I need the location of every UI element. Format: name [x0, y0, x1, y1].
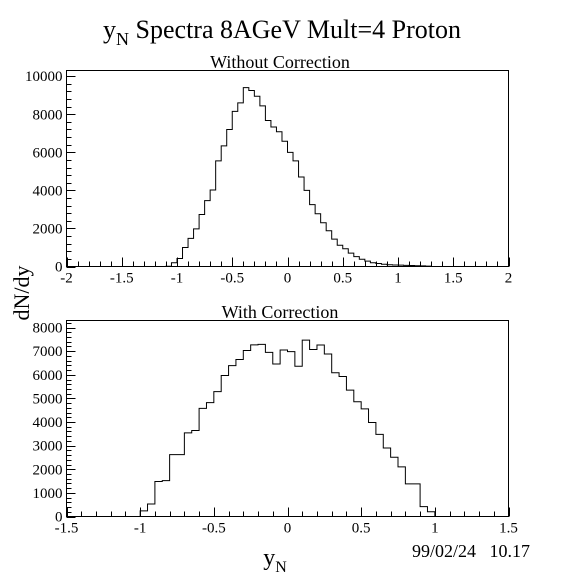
panel-top-x-axis: -2 -1.5 -1 -0.5 0 0.5 1 1.5 2 [60, 257, 513, 287]
y-tick-label: 0 [55, 510, 63, 526]
y-tick-label: 8000 [33, 321, 63, 337]
panel-bottom-histogram [139, 339, 436, 517]
y-tick-label: 4000 [33, 183, 63, 199]
y-tick-label: 1000 [33, 486, 63, 502]
x-tick-label: 1 [431, 521, 439, 537]
x-tick-label: 1 [394, 271, 402, 287]
x-tick-label: 2 [505, 271, 513, 287]
x-tick-label: -1 [134, 521, 147, 537]
y-tick-label: 7000 [33, 344, 63, 360]
y-axis-label: dN/dy [9, 266, 34, 321]
panel-bottom-x-axis: -1.5 -1 -0.5 0 0.5 1 1.5 [55, 507, 518, 537]
page-title: yN Spectra 8AGeV Mult=4 Proton [103, 15, 461, 49]
x-tick-label: -2 [60, 271, 73, 287]
x-tick-label: -1 [171, 271, 184, 287]
x-tick-label: -1.5 [55, 521, 79, 537]
y-tick-label: 10000 [25, 69, 63, 85]
y-tick-label: 0 [55, 260, 63, 276]
panel-top: Without Correction 0 2000 4000 6000 8000 1000… [25, 52, 512, 287]
x-tick-label: -0.5 [202, 521, 226, 537]
x-tick-label: 1.5 [444, 271, 463, 287]
x-axis-label: yN [263, 545, 287, 576]
panel-bottom: With Correction 0 1000 2000 3000 4000 5000 600… [33, 302, 518, 537]
panel-top-title: Without Correction [210, 52, 350, 72]
x-tick-label: 0.5 [352, 521, 371, 537]
page-title-main: y [103, 15, 116, 44]
y-tick-label: 8000 [33, 107, 63, 123]
y-tick-label: 6000 [33, 368, 63, 384]
x-axis-label-subscript: N [275, 559, 287, 576]
y-tick-label: 6000 [33, 145, 63, 161]
panel-top-y-axis: 0 2000 4000 6000 8000 10000 [25, 69, 76, 276]
page-title-subscript: N [116, 29, 129, 49]
y-tick-label: 2000 [33, 462, 63, 478]
x-tick-label: 0.5 [333, 271, 352, 287]
panel-bottom-title: With Correction [222, 302, 339, 322]
panel-top-frame [66, 70, 509, 267]
y-tick-label: 4000 [33, 415, 63, 431]
x-tick-label: 0 [284, 521, 292, 537]
y-tick-label: 2000 [33, 221, 63, 237]
x-tick-label: 0 [284, 271, 292, 287]
x-tick-label: 1.5 [499, 521, 518, 537]
y-tick-label: 3000 [33, 439, 63, 455]
page-title-rest: Spectra 8AGeV Mult=4 Proton [129, 15, 461, 44]
y-tick-label: 5000 [33, 391, 63, 407]
panel-bottom-y-axis: 0 1000 2000 3000 4000 5000 6000 7000 8000 [33, 321, 76, 526]
timestamp: 99/02/24 10.17 [412, 541, 530, 561]
x-tick-label: -1.5 [110, 271, 134, 287]
panel-top-histogram [165, 87, 432, 267]
x-tick-label: -0.5 [220, 271, 244, 287]
x-axis-label-main: y [263, 545, 275, 571]
panel-bottom-frame [66, 320, 509, 517]
